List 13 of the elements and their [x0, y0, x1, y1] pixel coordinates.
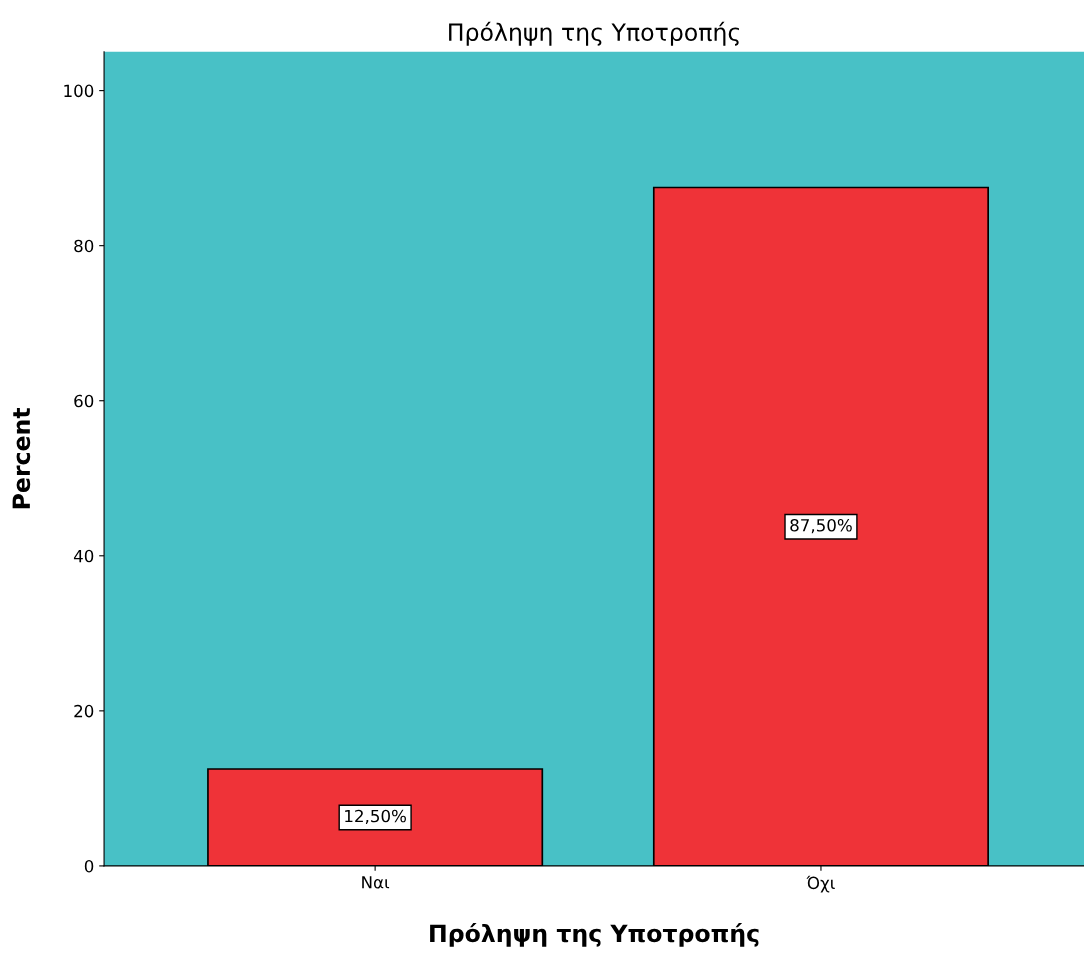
y-tick-label: 40 — [73, 549, 94, 563]
y-tick-label: 80 — [74, 239, 94, 253]
x-axis-title: Πρόληψη της Υποτροπής — [430, 923, 759, 947]
y-tick-label: 60 — [74, 394, 94, 408]
y-tick-label: 20 — [74, 704, 94, 718]
y-axis-title: Percent — [12, 407, 31, 509]
data-label: 12,50% — [345, 809, 406, 824]
x-tick-label: Ναι — [362, 876, 390, 889]
x-tick-label: Όχι — [806, 875, 835, 893]
y-tick-label: 100 — [64, 84, 94, 98]
chart-title: Πρόληψη της Υποτροπής — [449, 21, 739, 46]
y-tick-label: 0 — [84, 859, 94, 873]
data-label: 87,50% — [790, 518, 852, 534]
